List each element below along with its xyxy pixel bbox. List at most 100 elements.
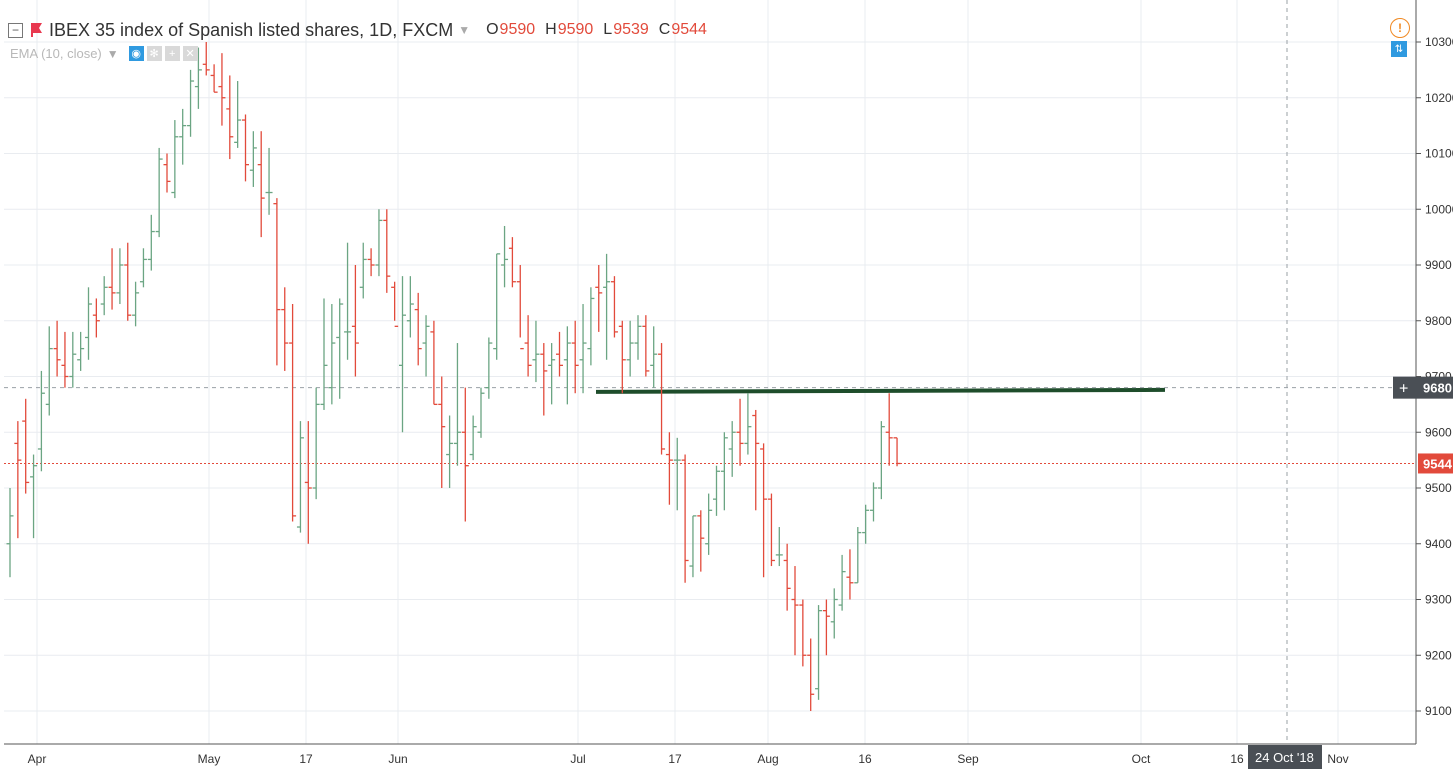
last-price-label: 9544 [1418,453,1453,474]
ohlc-bar [210,64,218,93]
ohlc-bar [877,421,885,500]
ohlc-bar [658,343,666,455]
ohlc-bar [155,147,163,238]
ohlc-bar [124,242,132,321]
flag-icon[interactable] [31,23,43,37]
indicator-legend: EMA (10, close) ▼ ◉ ✻ + ✕ [10,46,201,61]
ohlc-bar [446,415,454,488]
ohlc-bar [234,81,242,148]
ohlc-bar [846,549,854,600]
ohlc-bar [414,292,422,366]
ohlc-bar [92,298,100,338]
ohlc-bar [194,47,202,109]
ohlc-bar [202,42,210,76]
ohlc-bar [351,265,359,377]
last-price-bg [1418,453,1453,474]
ohlc-bar [673,437,681,511]
ohlc-bar [736,398,744,466]
ohlc-bar [257,131,265,238]
ohlc-bar [132,281,140,327]
ohlc-bar [697,510,705,572]
ohlc-bar [610,276,618,338]
ohlc-bar [524,315,532,377]
ohlc-bar [477,387,485,438]
horizontal-level-line[interactable] [595,387,1166,394]
ohlc-bar [548,343,556,405]
ohlc-bar [320,298,328,410]
ohlc-bar [163,153,171,193]
ohlc-bar [296,421,304,533]
price-tick-label: 9200 [1425,648,1452,662]
ohlc-bar [6,488,14,578]
ohlc-bar [375,209,383,277]
ohlc-bar [838,554,846,611]
close-icon[interactable]: ✕ [182,46,198,61]
ohlc-low: L9539 [603,21,649,38]
ohlc-bar [147,214,155,271]
ohlc-bar [304,421,312,544]
crosshair-price-label: + 9680 [1393,376,1453,399]
chevron-down-icon[interactable]: ▼ [458,23,471,37]
ohlc-bar [312,387,320,500]
ohlc-bar [830,588,838,639]
price-tick-label: 9300 [1425,593,1452,607]
time-axis[interactable]: Apr May 17 Jun Jul 17 Aug 16 Sep Oct 16 Nov [28,752,1349,766]
ohlc-bar [760,443,768,578]
ohlc-high: H9590 [545,21,594,38]
ohlc-bar [406,276,414,338]
ohlc-bar [603,253,611,360]
ohlc-bar [273,198,281,366]
ohlc-bar [100,276,108,316]
ohlc-bars [6,42,901,711]
ohlc-bar [775,527,783,567]
ohlc-bar [53,320,61,377]
ohlc-bar [642,315,650,377]
ohlc-bar [516,265,524,350]
last-price-value: 9544 [1423,456,1453,471]
indicator-label[interactable]: EMA (10, close) [10,46,102,61]
add-icon[interactable]: + [164,46,180,61]
eye-icon[interactable]: ◉ [128,46,144,61]
price-axis[interactable]: 1030010200101001000099009800970096009500… [1416,35,1453,718]
crosshair-price-value: 9680 [1423,381,1452,396]
ohlc-bar [461,387,469,522]
price-tick-label: 9500 [1425,481,1452,495]
ohlc-bar [713,465,720,516]
ohlc-bar [634,315,642,360]
ohlc-bar [493,253,501,360]
scale-icon[interactable]: ⇅ [1391,41,1407,57]
ohlc-values: O9590 H9590 L9539 C9544 [486,21,707,39]
ohlc-bar [30,454,38,539]
ohlc-bar [854,527,862,584]
ohlc-bar [45,326,53,416]
crosshair-time-bg [1248,745,1322,769]
alert-icon[interactable]: ! [1390,18,1410,38]
ohlc-bar [265,147,273,215]
ohlc-bar [626,320,634,377]
ohlc-bar [571,320,579,394]
settings-icon[interactable]: ✻ [146,46,162,61]
time-tick-label: 17 [668,752,682,766]
time-tick-label: 17 [299,752,313,766]
ohlc-bar [681,454,689,583]
ohlc-bar [579,304,587,394]
ohlc-bar [289,304,297,522]
ohlc-bar [69,331,77,388]
ohlc-bar [242,114,249,182]
time-tick-label: Oct [1132,752,1151,766]
ohlc-bar [862,504,870,544]
ohlc-bar [791,566,799,656]
ohlc-bar [618,320,626,394]
symbol-title[interactable]: IBEX 35 index of Spanish listed shares, … [49,19,454,40]
chevron-down-icon[interactable]: ▼ [106,46,119,61]
collapse-icon[interactable]: − [8,22,23,38]
crosshair-plus-icon[interactable]: + [1399,381,1408,398]
ohlc-bar [870,482,877,522]
ohlc-bar [226,75,234,160]
crosshair-price-bg [1393,376,1453,399]
ohlc-bar [422,315,430,377]
ohlc-bar [61,331,69,388]
ohlc-bar [383,209,391,293]
